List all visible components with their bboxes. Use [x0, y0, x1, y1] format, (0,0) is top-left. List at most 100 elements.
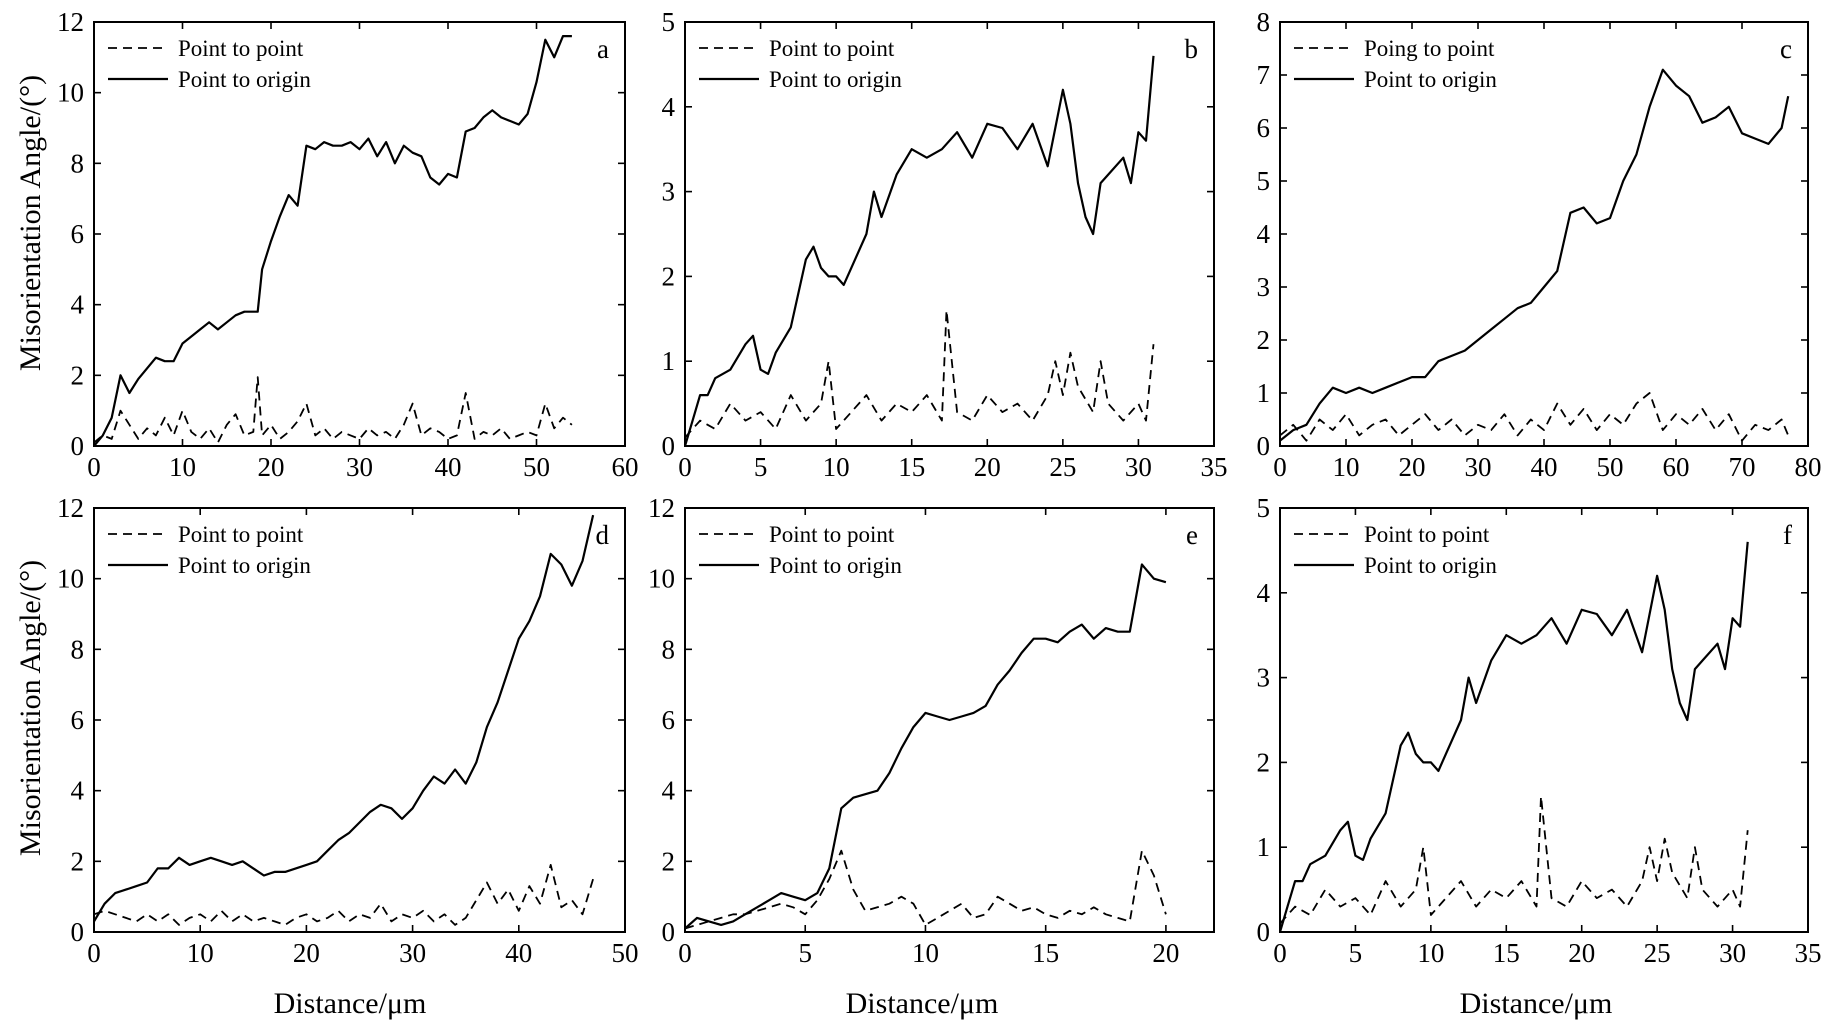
- x-tick-label-d: 0: [87, 938, 101, 968]
- y-tick-label-a: 8: [71, 148, 85, 178]
- plot-frame-b: [684, 21, 1215, 447]
- series-line-point-to-origin-d: [94, 514, 595, 922]
- x-tick-label-d: 50: [612, 938, 639, 968]
- x-tick-label-b: 35: [1201, 452, 1228, 482]
- y-tick-label-c: 5: [1257, 166, 1271, 196]
- y-tick-label-e: 0: [662, 917, 676, 947]
- x-tick-label-a: 60: [612, 452, 639, 482]
- y-tick-label-f: 5: [1257, 493, 1271, 523]
- x-tick-label-e: 0: [678, 938, 692, 968]
- y-tick-label-d: 10: [57, 564, 84, 594]
- panel-letter-a: a: [597, 34, 609, 64]
- y-tick-label-d: 12: [57, 493, 84, 523]
- legend-label-f: Point to point: [1364, 522, 1490, 547]
- x-axis-title-b: Distance/μm: [846, 987, 999, 1020]
- y-tick-label-c: 6: [1257, 113, 1271, 143]
- x-tick-label-f: 0: [1273, 938, 1287, 968]
- series-line-point-to-origin-a: [94, 34, 572, 446]
- x-tick-label-a: 30: [346, 452, 373, 482]
- legend-label-e: Point to point: [769, 522, 895, 547]
- x-tick-label-c: 70: [1729, 452, 1756, 482]
- series-line-point-to-origin-b: [685, 55, 1155, 446]
- plot-frame-c: [1279, 21, 1809, 447]
- x-tick-label-b: 5: [754, 452, 768, 482]
- y-tick-label-b: 3: [662, 177, 676, 207]
- y-tick-label-f: 2: [1257, 747, 1271, 777]
- series-line-point-to-origin-e: [685, 563, 1167, 930]
- x-tick-label-b: 15: [898, 452, 925, 482]
- x-tick-label-d: 20: [293, 938, 320, 968]
- x-tick-label-f: 30: [1719, 938, 1746, 968]
- legend-label-f: Point to origin: [1364, 553, 1497, 578]
- y-tick-label-c: 2: [1257, 325, 1271, 355]
- plot-frame-f: [1279, 507, 1809, 933]
- panel-letter-f: f: [1783, 520, 1792, 550]
- x-axis-title-a: Distance/μm: [274, 987, 427, 1020]
- panel-letter-d: d: [596, 520, 610, 550]
- series-line-point-to-point-d: [94, 864, 594, 926]
- x-tick-label-f: 15: [1493, 938, 1520, 968]
- y-tick-label-b: 1: [662, 346, 676, 376]
- y-tick-label-d: 0: [71, 917, 85, 947]
- y-tick-label-b: 5: [662, 7, 676, 37]
- plot-frame-a: [93, 21, 626, 447]
- legend-label-c: Poing to point: [1364, 36, 1495, 61]
- series-line-point-to-point-e: [685, 849, 1167, 930]
- legend-label-d: Point to origin: [178, 553, 311, 578]
- x-tick-label-a: 40: [435, 452, 462, 482]
- y-tick-label-e: 2: [662, 846, 676, 876]
- series-line-point-to-origin-c: [1280, 68, 1790, 442]
- panel-letter-e: e: [1186, 520, 1198, 550]
- y-tick-label-f: 4: [1257, 578, 1271, 608]
- x-tick-label-c: 60: [1663, 452, 1690, 482]
- x-tick-label-f: 25: [1644, 938, 1671, 968]
- y-tick-label-b: 2: [662, 261, 676, 291]
- y-tick-label-f: 0: [1257, 917, 1271, 947]
- x-tick-label-c: 80: [1795, 452, 1822, 482]
- y-tick-label-c: 7: [1257, 60, 1271, 90]
- x-tick-label-c: 50: [1597, 452, 1624, 482]
- x-tick-label-b: 25: [1049, 452, 1076, 482]
- x-tick-label-a: 20: [258, 452, 285, 482]
- legend-label-e: Point to origin: [769, 553, 902, 578]
- series-line-point-to-origin-f: [1280, 541, 1749, 932]
- x-tick-label-c: 0: [1273, 452, 1287, 482]
- legend-label-a: Point to origin: [178, 67, 311, 92]
- x-tick-label-f: 35: [1795, 938, 1822, 968]
- x-tick-label-a: 50: [523, 452, 550, 482]
- x-tick-label-d: 30: [399, 938, 426, 968]
- y-tick-label-d: 6: [71, 705, 85, 735]
- x-tick-label-e: 10: [912, 938, 939, 968]
- x-tick-label-f: 10: [1417, 938, 1444, 968]
- panel-e: 0 5 10 15 20 0 2 4 6 8 10 12 Point to point Point to …: [648, 493, 1215, 968]
- panel-a: 0 10 20 30 40 50 60 0 2 4 6 8 10 12 Point to point Poin…: [57, 7, 639, 482]
- y-tick-label-a: 2: [71, 360, 85, 390]
- y-tick-label-e: 12: [648, 493, 675, 523]
- x-tick-label-b: 30: [1125, 452, 1152, 482]
- series-line-point-to-point-c: [1280, 392, 1790, 442]
- y-tick-label-d: 4: [71, 776, 85, 806]
- x-tick-label-d: 10: [187, 938, 214, 968]
- x-tick-label-d: 40: [505, 938, 532, 968]
- y-tick-label-b: 4: [662, 92, 676, 122]
- panel-b: 0 5 10 15 20 25 30 35 0 1 2 3 4 5 Point to point Point …: [662, 7, 1228, 482]
- y-tick-label-c: 3: [1257, 272, 1271, 302]
- y-tick-label-a: 10: [57, 78, 84, 108]
- y-tick-label-e: 6: [662, 705, 676, 735]
- x-tick-label-b: 0: [678, 452, 692, 482]
- y-tick-label-a: 0: [71, 431, 85, 461]
- y-tick-label-c: 4: [1257, 219, 1271, 249]
- y-tick-label-d: 8: [71, 634, 85, 664]
- series-line-point-to-point-a: [94, 376, 573, 444]
- y-tick-label-a: 12: [57, 7, 84, 37]
- y-tick-label-a: 4: [71, 290, 85, 320]
- y-tick-label-e: 4: [662, 776, 676, 806]
- y-tick-label-d: 2: [71, 846, 85, 876]
- panel-letter-b: b: [1185, 34, 1199, 64]
- y-tick-label-c: 8: [1257, 7, 1271, 37]
- y-tick-label-a: 6: [71, 219, 85, 249]
- legend-label-d: Point to point: [178, 522, 304, 547]
- y-tick-label-b: 0: [662, 431, 676, 461]
